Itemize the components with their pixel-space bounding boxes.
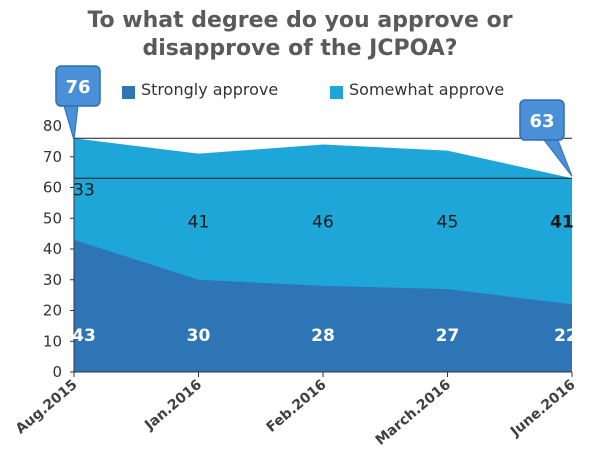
callout-box-63 [519,99,565,141]
data-label-somewhat-approve-1: 41 [188,212,210,232]
x-tick-label-2: Feb.2016 [264,377,330,436]
data-label-somewhat-approve-0: 33 [73,181,95,201]
y-tick-label-40: 40 [43,240,62,258]
x-tick-label-1: Jan.2016 [141,377,205,434]
y-tick-label-0: 0 [52,363,62,381]
area-strongly-approve [74,239,572,372]
x-tick-label-4: June.2016 [507,377,579,441]
y-tick-label-50: 50 [43,209,62,227]
callout-box-76 [55,65,101,107]
data-label-strongly-approve-3: 27 [436,326,460,346]
chart-title-line-1: To what degree do you approve or [87,8,513,33]
data-label-somewhat-approve-3: 45 [437,212,459,232]
y-tick-label-20: 20 [43,302,62,320]
x-tick-label-0: Aug.2015 [13,377,81,438]
callout-pointer-63 [542,139,573,177]
data-label-strongly-approve-4: 22 [554,326,578,346]
data-label-somewhat-approve-2: 46 [312,212,334,232]
legend-label-somewhat-approve: Somewhat approve [349,80,505,99]
legend-label-strongly-approve: Strongly approve [141,80,279,99]
data-label-strongly-approve-1: 30 [187,326,211,346]
legend-swatch-strongly-approve [122,86,135,99]
callout-label-63: 63 [529,111,554,132]
callout-label-76: 76 [65,77,90,98]
y-tick-label-10: 10 [43,332,62,350]
y-tick-label-80: 80 [43,117,62,135]
callout-pointer-76 [63,105,79,141]
data-label-strongly-approve-0: 43 [72,326,96,346]
legend-swatch-somewhat-approve [330,86,343,99]
y-tick-label-70: 70 [43,148,62,166]
y-tick-label-30: 30 [43,271,62,289]
chart-title-line-2: disapprove of the JCPOA? [142,36,458,61]
data-label-somewhat-approve-4: 41 [550,212,574,232]
y-tick-label-60: 60 [43,179,62,197]
data-label-strongly-approve-2: 28 [311,326,335,346]
x-tick-label-3: March.2016 [373,377,454,449]
